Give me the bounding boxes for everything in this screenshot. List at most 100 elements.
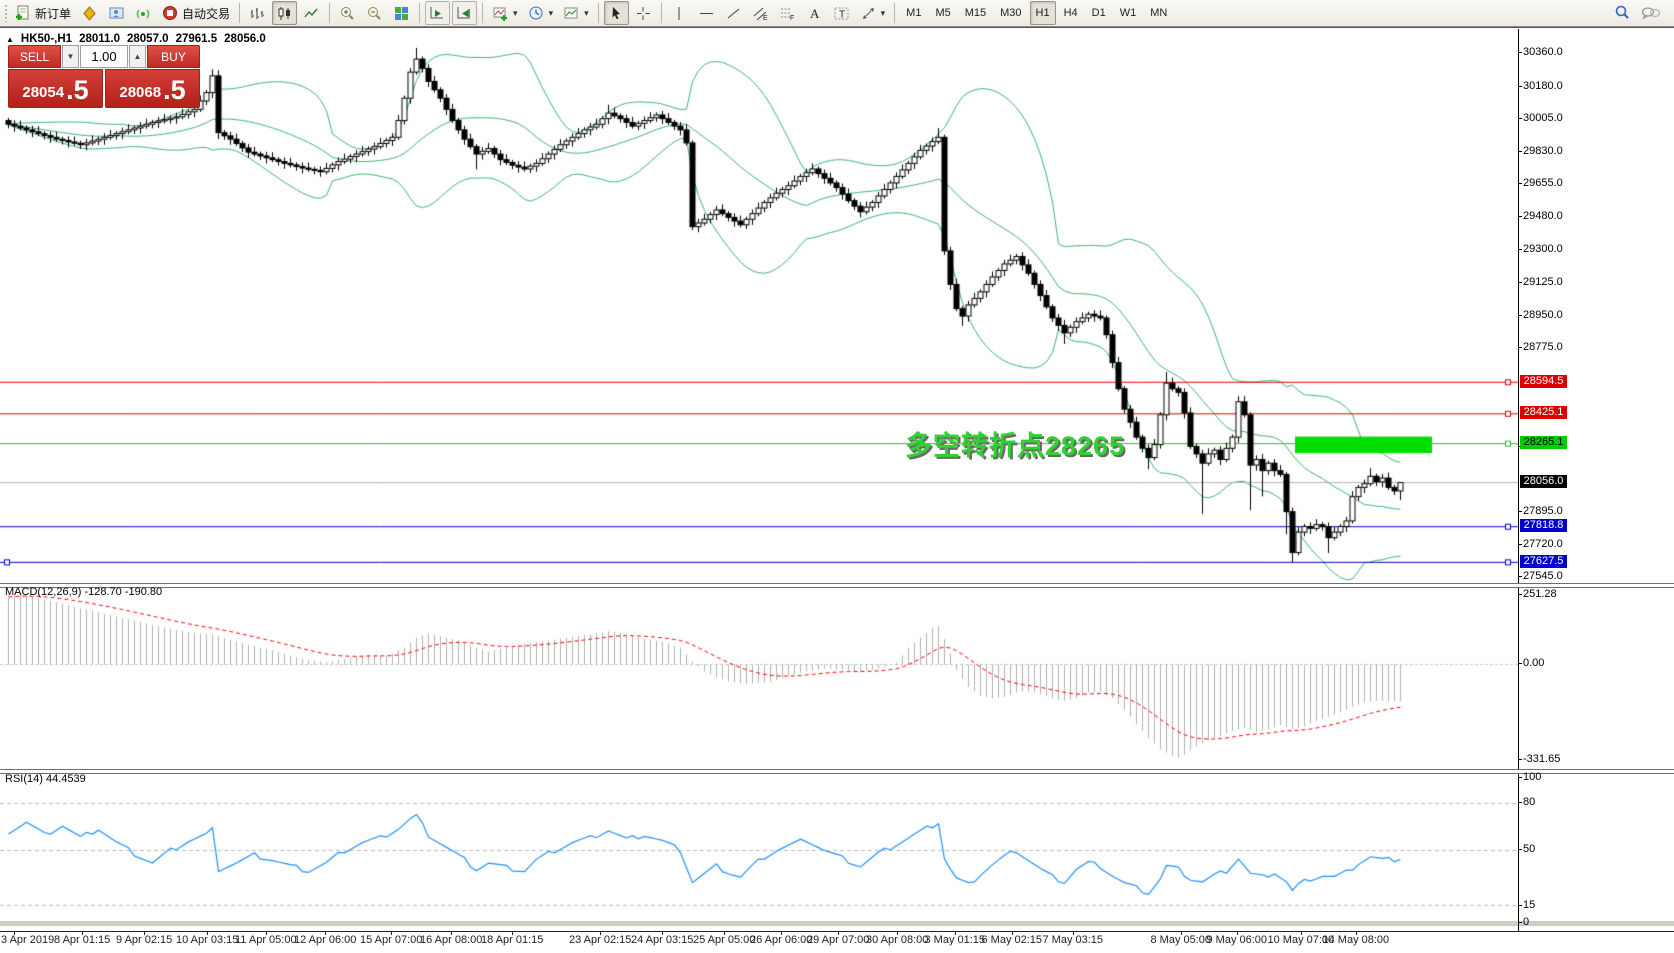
label-button[interactable]: T bbox=[829, 1, 854, 25]
tf-h4[interactable]: H4 bbox=[1063, 7, 1078, 19]
rsi-tick-label: 50 bbox=[1517, 843, 1536, 855]
chart-shift-button[interactable] bbox=[452, 1, 478, 25]
auto-scroll-icon bbox=[429, 5, 446, 22]
time-tick bbox=[1301, 931, 1302, 935]
time-tick-label: 3 Apr 2019 bbox=[1, 934, 55, 946]
one-click-trading-panel: SELL ▼ 1.00 ▲ BUY 28054 .5 28068 .5 bbox=[8, 45, 200, 108]
ohlc-open: 28011.0 bbox=[79, 33, 120, 45]
volume-input[interactable]: 1.00 bbox=[80, 45, 128, 68]
trendline-icon bbox=[725, 5, 742, 22]
dropdown-caret-icon[interactable]: ▾ bbox=[584, 7, 589, 18]
time-tick-label: 16 Apr 08:00 bbox=[420, 934, 483, 946]
buy-price-pip: .5 bbox=[163, 75, 186, 105]
tf-m15[interactable]: M15 bbox=[964, 7, 987, 19]
metaeditor-icon bbox=[81, 5, 98, 22]
tf-d1[interactable]: D1 bbox=[1091, 7, 1106, 19]
horizontal-line-icon bbox=[698, 5, 715, 22]
collapse-arrow-icon[interactable]: ▲ bbox=[6, 34, 14, 44]
time-tick-label: 3 May 01:15 bbox=[924, 934, 986, 946]
fibonacci-button[interactable]: F bbox=[775, 1, 800, 25]
arrows-button[interactable]: ▾ bbox=[856, 1, 890, 25]
autotrading-icon bbox=[162, 5, 179, 22]
sell-button[interactable]: SELL bbox=[8, 45, 61, 68]
horizontal-line-button[interactable] bbox=[694, 1, 719, 25]
macd-indicator-label: MACD(12,26,9) -128.70 -190.80 bbox=[5, 586, 163, 598]
dropdown-caret-icon[interactable]: ▾ bbox=[548, 7, 554, 18]
tf-m30[interactable]: M30 bbox=[1000, 7, 1022, 19]
rsi-tick-label: 0 bbox=[1517, 916, 1530, 928]
price-chart-canvas[interactable] bbox=[0, 29, 1518, 931]
indicators-icon bbox=[492, 5, 509, 22]
time-tick-label: 29 Apr 07:00 bbox=[807, 934, 870, 946]
price-tick-label: 28950.0 bbox=[1518, 309, 1563, 321]
autotrading-button[interactable]: 自动交易 bbox=[158, 1, 234, 25]
bar-chart-button[interactable] bbox=[245, 1, 270, 25]
indicators-button[interactable]: ▾ bbox=[488, 1, 522, 25]
auto-scroll-button[interactable] bbox=[425, 1, 451, 25]
time-tick bbox=[662, 931, 663, 935]
trendline-button[interactable] bbox=[721, 1, 746, 25]
time-tick-label: 8 May 05:00 bbox=[1150, 934, 1212, 946]
time-tick-label: 10 Apr 03:15 bbox=[176, 934, 239, 946]
zoom-in-button[interactable] bbox=[335, 1, 360, 25]
metaeditor-button[interactable] bbox=[77, 1, 102, 25]
svg-text:F: F bbox=[790, 15, 794, 22]
equidistant-channel-button[interactable]: E bbox=[748, 1, 773, 25]
bar-chart-icon bbox=[249, 5, 266, 22]
dropdown-caret-icon[interactable]: ▾ bbox=[513, 7, 518, 18]
crosshair-button[interactable] bbox=[631, 1, 656, 25]
zoom-out-button[interactable] bbox=[362, 1, 387, 25]
symbol-period-label: HK50-,H1 bbox=[20, 33, 73, 45]
zoom-in-icon bbox=[339, 5, 356, 22]
buy-button[interactable]: BUY bbox=[147, 45, 200, 68]
line-chart-button[interactable] bbox=[299, 1, 324, 25]
candlestick-chart-button[interactable] bbox=[272, 1, 298, 25]
time-tick bbox=[512, 931, 513, 935]
profiles-button[interactable] bbox=[104, 1, 129, 25]
volume-increase-button[interactable]: ▲ bbox=[129, 45, 146, 68]
time-tick-label: 12 Apr 06:00 bbox=[294, 934, 357, 946]
dropdown-caret-icon[interactable]: ▾ bbox=[880, 7, 886, 18]
text-button[interactable]: A bbox=[802, 1, 827, 25]
templates-button[interactable]: ▾ bbox=[559, 1, 593, 25]
buy-price-button[interactable]: 28068 .5 bbox=[105, 69, 200, 108]
fibonacci-icon: F bbox=[779, 5, 796, 22]
tf-m1[interactable]: M1 bbox=[906, 7, 922, 19]
sell-price-button[interactable]: 28054 .5 bbox=[8, 69, 103, 108]
chart-text-annotation: 多空转折点28265 bbox=[905, 431, 1126, 461]
rsi-tick-label: 80 bbox=[1517, 796, 1536, 808]
vertical-line-icon bbox=[671, 5, 688, 22]
new-order-icon bbox=[15, 5, 32, 22]
time-tick bbox=[207, 931, 208, 935]
signals-button[interactable] bbox=[131, 1, 156, 25]
svg-text:E: E bbox=[763, 15, 768, 22]
arrows-icon bbox=[860, 5, 877, 22]
volume-decrease-button[interactable]: ▼ bbox=[62, 45, 79, 68]
toolbar-grip bbox=[4, 4, 8, 22]
chat-button[interactable] bbox=[1637, 1, 1665, 25]
tf-m5[interactable]: M5 bbox=[935, 7, 951, 19]
price-tick-label: 29300.0 bbox=[1518, 243, 1563, 255]
cursor-button[interactable] bbox=[603, 1, 629, 25]
new-order-button[interactable]: 新订单 bbox=[11, 1, 75, 25]
vertical-line-button[interactable] bbox=[667, 1, 692, 25]
tf-w1[interactable]: W1 bbox=[1119, 7, 1137, 19]
toolbar-separator bbox=[329, 3, 331, 23]
pane-separator[interactable] bbox=[0, 583, 1674, 588]
price-axis[interactable] bbox=[1518, 29, 1519, 931]
tf-h1[interactable]: H1 bbox=[1029, 1, 1056, 25]
time-tick-label: 30 Apr 08:00 bbox=[866, 934, 929, 946]
line-chart-icon bbox=[303, 5, 320, 22]
time-tick bbox=[781, 931, 782, 935]
time-tick-label: 9 Apr 02:15 bbox=[116, 934, 173, 946]
search-button[interactable] bbox=[1609, 1, 1635, 25]
tile-windows-button[interactable] bbox=[389, 1, 414, 25]
zoom-out-icon bbox=[366, 5, 383, 22]
time-tick-label: 24 Apr 03:15 bbox=[631, 934, 694, 946]
tf-mn[interactable]: MN bbox=[1150, 7, 1168, 19]
hline-price-label: 28425.1 bbox=[1520, 406, 1567, 419]
pane-separator[interactable] bbox=[0, 769, 1674, 774]
time-tick bbox=[955, 931, 956, 935]
periods-button[interactable]: ▾ bbox=[524, 1, 558, 25]
